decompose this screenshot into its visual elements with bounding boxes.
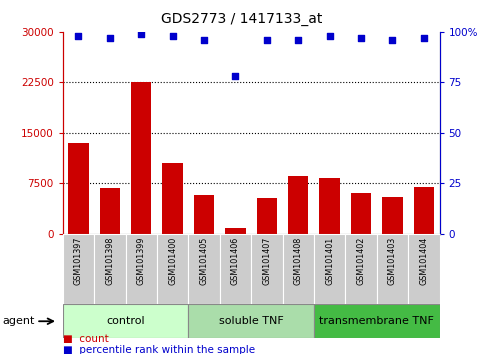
Point	[232, 73, 240, 79]
Bar	[131, 82, 152, 234]
Bar	[157, 234, 188, 304]
Bar	[188, 304, 314, 338]
Bar	[283, 234, 314, 304]
Text: agent: agent	[2, 316, 35, 326]
Text: control: control	[106, 316, 145, 326]
Bar	[68, 143, 89, 234]
Bar	[94, 234, 126, 304]
Bar	[319, 178, 340, 234]
Text: GSM101407: GSM101407	[262, 236, 271, 285]
Bar	[251, 234, 283, 304]
Point	[420, 35, 428, 41]
Bar	[126, 234, 157, 304]
Bar	[288, 176, 309, 234]
Bar	[314, 234, 345, 304]
Text: GSM101403: GSM101403	[388, 236, 397, 285]
Bar	[314, 304, 440, 338]
Bar	[220, 234, 251, 304]
Text: GSM101400: GSM101400	[168, 236, 177, 285]
Point	[389, 37, 397, 43]
Point	[138, 31, 145, 37]
Point	[326, 33, 333, 39]
Point	[106, 35, 114, 41]
Bar	[99, 188, 120, 234]
Text: GSM101406: GSM101406	[231, 236, 240, 285]
Bar	[377, 234, 408, 304]
Text: GDS2773 / 1417133_at: GDS2773 / 1417133_at	[161, 12, 322, 27]
Text: soluble TNF: soluble TNF	[219, 316, 284, 326]
Text: ■  count: ■ count	[63, 334, 109, 344]
Bar	[63, 304, 188, 338]
Point	[263, 37, 271, 43]
Bar	[194, 195, 214, 234]
Bar	[345, 234, 377, 304]
Text: transmembrane TNF: transmembrane TNF	[319, 316, 434, 326]
Text: GSM101398: GSM101398	[105, 236, 114, 285]
Bar	[188, 234, 220, 304]
Bar	[63, 234, 94, 304]
Text: GSM101408: GSM101408	[294, 236, 303, 285]
Text: ■  percentile rank within the sample: ■ percentile rank within the sample	[63, 346, 255, 354]
Bar	[351, 193, 371, 234]
Bar	[162, 163, 183, 234]
Text: GSM101401: GSM101401	[325, 236, 334, 285]
Text: GSM101405: GSM101405	[199, 236, 209, 285]
Point	[357, 35, 365, 41]
Text: GSM101397: GSM101397	[74, 236, 83, 285]
Bar	[382, 197, 403, 234]
Point	[169, 33, 177, 39]
Bar	[225, 228, 246, 234]
Bar	[256, 198, 277, 234]
Point	[74, 33, 82, 39]
Point	[200, 37, 208, 43]
Text: GSM101399: GSM101399	[137, 236, 146, 285]
Bar	[408, 234, 440, 304]
Bar	[413, 187, 434, 234]
Text: GSM101402: GSM101402	[356, 236, 366, 285]
Text: GSM101404: GSM101404	[419, 236, 428, 285]
Point	[295, 37, 302, 43]
